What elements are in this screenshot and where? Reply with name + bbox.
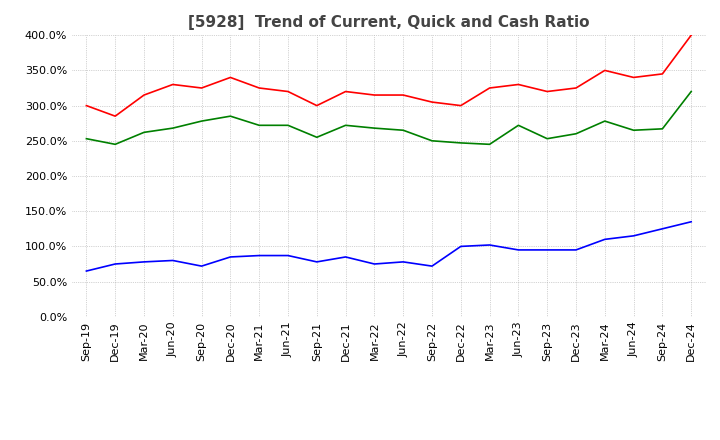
Cash Ratio <box>514 247 523 253</box>
Cash Ratio <box>629 233 638 238</box>
Current Ratio <box>197 85 206 91</box>
Current Ratio <box>428 99 436 105</box>
Line: Quick Ratio: Quick Ratio <box>86 92 691 144</box>
Quick Ratio <box>687 89 696 94</box>
Quick Ratio <box>456 140 465 146</box>
Current Ratio <box>168 82 177 87</box>
Current Ratio <box>514 82 523 87</box>
Quick Ratio <box>370 125 379 131</box>
Current Ratio <box>399 92 408 98</box>
Current Ratio <box>140 92 148 98</box>
Cash Ratio <box>485 242 494 248</box>
Quick Ratio <box>312 135 321 140</box>
Cash Ratio <box>658 226 667 231</box>
Current Ratio <box>600 68 609 73</box>
Quick Ratio <box>399 128 408 133</box>
Cash Ratio <box>255 253 264 258</box>
Cash Ratio <box>572 247 580 253</box>
Cash Ratio <box>600 237 609 242</box>
Current Ratio <box>572 85 580 91</box>
Quick Ratio <box>197 118 206 124</box>
Cash Ratio <box>284 253 292 258</box>
Quick Ratio <box>82 136 91 141</box>
Quick Ratio <box>341 123 350 128</box>
Quick Ratio <box>284 123 292 128</box>
Current Ratio <box>687 33 696 38</box>
Cash Ratio <box>456 244 465 249</box>
Current Ratio <box>255 85 264 91</box>
Cash Ratio <box>197 264 206 269</box>
Quick Ratio <box>572 131 580 136</box>
Cash Ratio <box>341 254 350 260</box>
Quick Ratio <box>658 126 667 132</box>
Quick Ratio <box>514 123 523 128</box>
Cash Ratio <box>82 268 91 274</box>
Current Ratio <box>111 114 120 119</box>
Quick Ratio <box>111 142 120 147</box>
Current Ratio <box>82 103 91 108</box>
Quick Ratio <box>600 118 609 124</box>
Quick Ratio <box>428 138 436 143</box>
Title: [5928]  Trend of Current, Quick and Cash Ratio: [5928] Trend of Current, Quick and Cash … <box>188 15 590 30</box>
Cash Ratio <box>312 259 321 264</box>
Quick Ratio <box>629 128 638 133</box>
Current Ratio <box>456 103 465 108</box>
Current Ratio <box>543 89 552 94</box>
Cash Ratio <box>226 254 235 260</box>
Cash Ratio <box>370 261 379 267</box>
Quick Ratio <box>168 125 177 131</box>
Current Ratio <box>284 89 292 94</box>
Cash Ratio <box>687 219 696 224</box>
Cash Ratio <box>399 259 408 264</box>
Cash Ratio <box>140 259 148 264</box>
Current Ratio <box>341 89 350 94</box>
Cash Ratio <box>168 258 177 263</box>
Cash Ratio <box>111 261 120 267</box>
Line: Cash Ratio: Cash Ratio <box>86 222 691 271</box>
Current Ratio <box>312 103 321 108</box>
Current Ratio <box>226 75 235 80</box>
Current Ratio <box>485 85 494 91</box>
Quick Ratio <box>140 130 148 135</box>
Cash Ratio <box>428 264 436 269</box>
Current Ratio <box>658 71 667 77</box>
Quick Ratio <box>255 123 264 128</box>
Cash Ratio <box>543 247 552 253</box>
Current Ratio <box>370 92 379 98</box>
Line: Current Ratio: Current Ratio <box>86 35 691 116</box>
Quick Ratio <box>485 142 494 147</box>
Quick Ratio <box>226 114 235 119</box>
Quick Ratio <box>543 136 552 141</box>
Current Ratio <box>629 75 638 80</box>
